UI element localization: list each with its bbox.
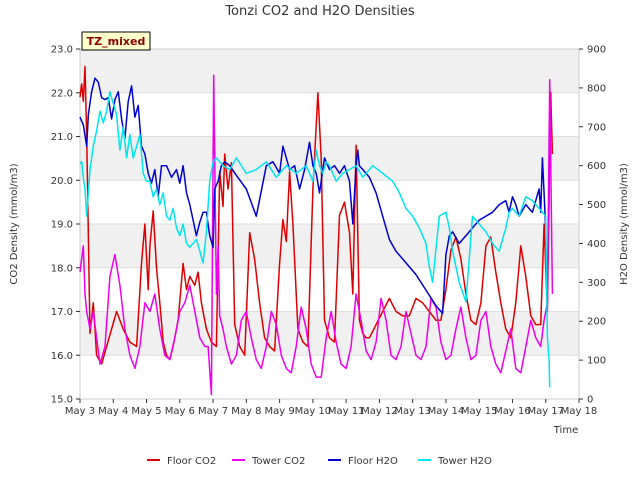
y-tick-label-right: 100 (587, 356, 606, 367)
y-tick-label-left: 23.0 (51, 45, 73, 56)
x-tick-label: May 5 (131, 406, 161, 417)
series-line-floor-co2 (79, 65, 554, 365)
series-line-tower-co2 (79, 74, 554, 396)
x-tick-label: May 11 (328, 406, 365, 417)
y-tick-label-left: 22.0 (51, 88, 73, 99)
legend-label: Floor CO2 (167, 456, 216, 467)
x-tick-label: May 7 (198, 406, 228, 417)
x-tick-label: May 18 (561, 406, 598, 417)
x-tick-label: May 16 (494, 406, 531, 417)
x-tick-label: May 17 (527, 406, 564, 417)
y-tick-label-right: 200 (587, 317, 606, 328)
x-tick-label: May 13 (394, 406, 431, 417)
legend-label: Tower CO2 (251, 456, 305, 467)
legend-label: Tower H2O (437, 456, 492, 467)
chart-title: Tonzi CO2 and H2O Densities (224, 4, 415, 19)
grid-bands (80, 48, 579, 400)
y-tick-label-left: 19.0 (51, 220, 73, 231)
y-tick-label-right: 800 (587, 83, 606, 94)
y-tick-label-right: 500 (587, 200, 606, 211)
y-tick-label-right: 400 (587, 239, 606, 250)
series-layer (79, 65, 554, 396)
legend: Floor CO2 Tower CO2 Floor H2O Tower H2O (147, 456, 492, 467)
x-tick-label: May 6 (165, 406, 195, 417)
grid-band (80, 49, 579, 93)
y-tick-label-left: 15.0 (51, 395, 73, 406)
y-tick-label-right: 600 (587, 161, 606, 172)
y-tick-label-left: 18.0 (51, 263, 73, 274)
x-tick-label: May 8 (231, 406, 261, 417)
legend-label: Floor H2O (348, 456, 398, 467)
y-axis-label-left: CO2 Density (mmol/m3) (9, 163, 20, 284)
x-tick-label: May 14 (428, 406, 465, 417)
y-tick-label-left: 21.0 (51, 132, 73, 143)
x-tick-label: May 12 (361, 406, 398, 417)
x-tick-label: May 3 (65, 406, 95, 417)
y-tick-label-right: 700 (587, 122, 606, 133)
x-axis-label: Time (553, 425, 578, 436)
x-tick-label: May 10 (295, 406, 332, 417)
x-tick-label: May 4 (98, 406, 128, 417)
y-tick-label-left: 16.0 (51, 351, 73, 362)
y-axis-label-right: H2O Density (mmol/m3) (619, 163, 630, 285)
dataset-badge: TZ_mixed (81, 31, 151, 51)
x-tick-label: May 9 (264, 406, 294, 417)
badge-box (81, 31, 151, 51)
y-tick-label-right: 300 (587, 278, 606, 289)
axes: May 3 May 4 May 5 May 6 May 7 May 8 May 9 May 1… (51, 45, 606, 418)
x-tick-label: May 15 (461, 406, 498, 417)
grid-band (80, 136, 579, 181)
series-line-floor-h2o (79, 77, 547, 315)
y-tick-label-left: 17.0 (51, 307, 73, 318)
badge-label: TZ_mixed (87, 35, 146, 48)
y-tick-label-right: 900 (587, 45, 606, 56)
y-tick-label-left: 20.0 (51, 176, 73, 187)
series-line-tower-h2o (79, 91, 551, 388)
y-tick-label-right: 0 (587, 395, 593, 406)
grid-band (80, 224, 579, 268)
